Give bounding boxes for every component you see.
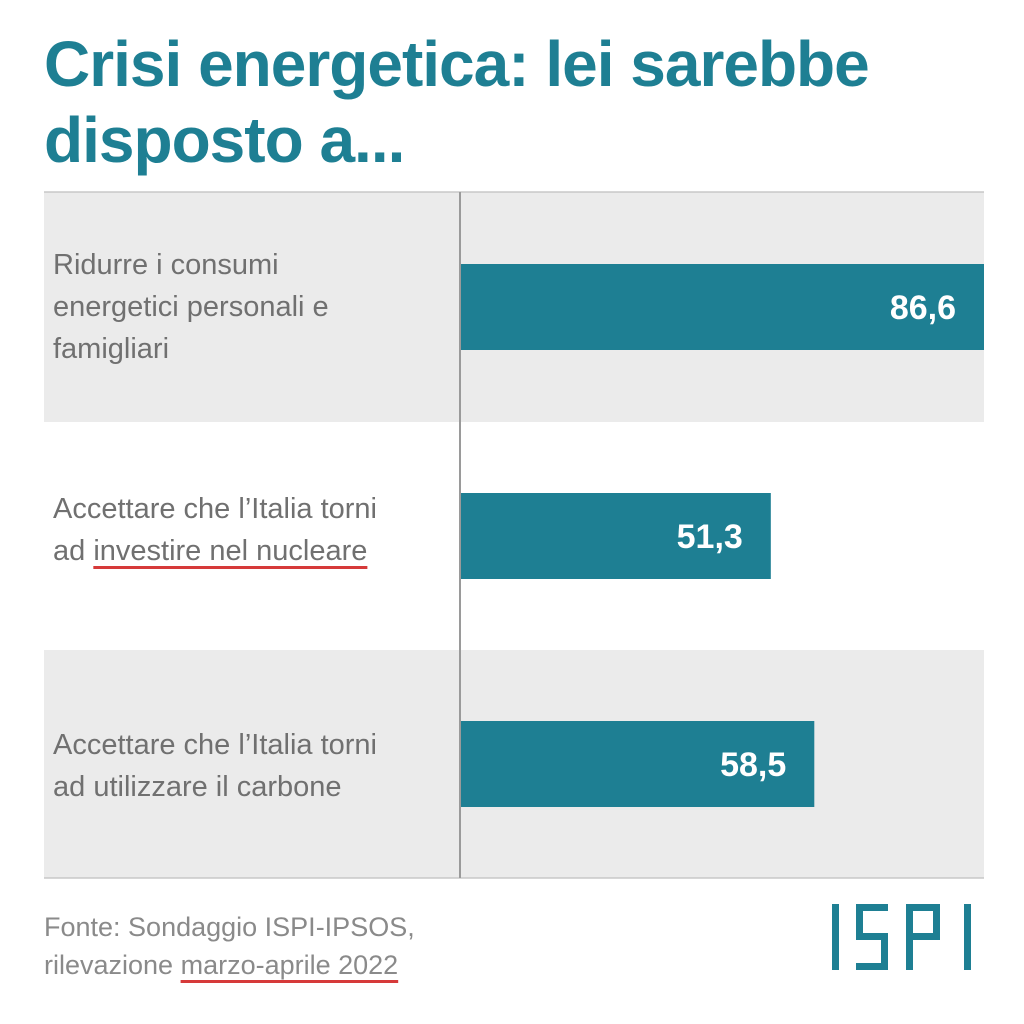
source-note-line-1: Fonte: Sondaggio ISPI-IPSOS, (44, 912, 415, 942)
category-label-line: ad utilizzare il carbone (53, 771, 342, 803)
bar-value-label: 51,3 (677, 518, 743, 556)
source-note-date: marzo-aprile 2022 (180, 950, 399, 980)
category-label-line: famigliari (53, 333, 170, 365)
category-label-line: Accettare che l’Italia torni (53, 493, 377, 525)
bar (461, 721, 815, 807)
category-label-line: energetici personali e (53, 291, 329, 323)
category-label-line: Ridurre i consumi (53, 249, 279, 281)
bar-value-label: 58,5 (720, 746, 786, 784)
bar-value-label: 86,6 (890, 289, 956, 327)
source-note-line-2: rilevazione marzo-aprile 2022 (44, 946, 415, 984)
bar (461, 493, 771, 579)
category-label-prefix: ad (53, 535, 94, 567)
chart-title-line-1: Crisi energetica: lei sarebbe (44, 28, 870, 100)
chart-title-line-2: disposto a... (44, 104, 405, 176)
chart-title: Crisi energetica: lei sarebbe disposto a… (44, 26, 1004, 178)
source-note: Fonte: Sondaggio ISPI-IPSOS, rilevazione… (44, 908, 415, 984)
category-label-underlined-phrase: investire nel nucleare (93, 535, 368, 567)
category-label-line: Accettare che l’Italia torni (53, 729, 377, 761)
category-label-coal: Accettare che l’Italia torni ad utilizza… (53, 724, 443, 808)
source-note-prefix: rilevazione (44, 950, 181, 980)
category-label-line: ad investire nel nucleare (53, 530, 443, 572)
category-label-nuclear: Accettare che l’Italia torni ad investir… (53, 488, 443, 572)
ispi-logo (832, 904, 971, 970)
category-label-reduce-consumption: Ridurre i consumi energetici personali e… (53, 244, 443, 370)
bar (461, 264, 984, 350)
